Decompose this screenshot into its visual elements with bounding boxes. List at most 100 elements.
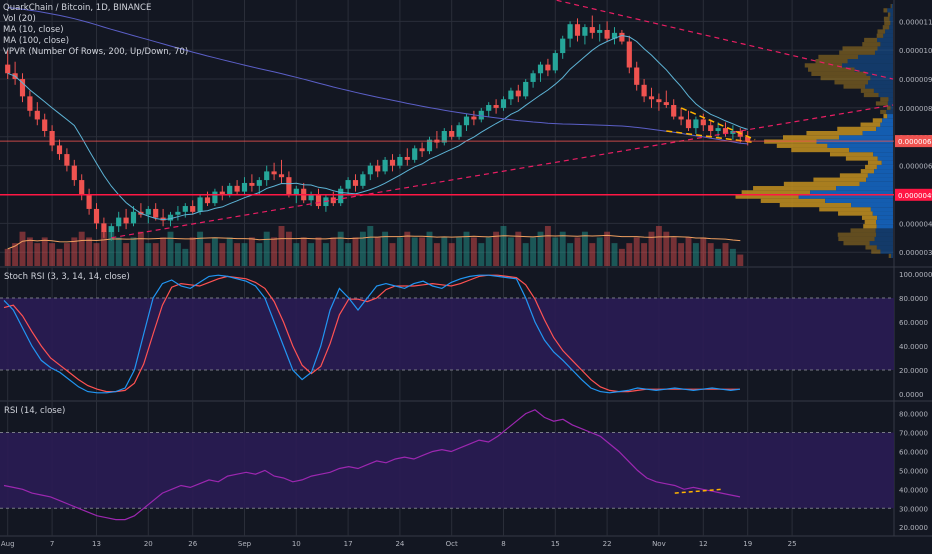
vpvr-bar-down <box>783 181 860 187</box>
rsi-band <box>0 432 894 509</box>
candle-body <box>352 180 359 186</box>
candle-body <box>375 165 381 172</box>
candle-body <box>515 90 521 97</box>
volume-bar <box>145 243 152 266</box>
vpvr-bar-down <box>850 228 876 233</box>
vpvr-bar-down <box>863 92 879 98</box>
vpvr-bar-up <box>887 101 893 106</box>
candle-body <box>552 53 558 71</box>
vpvr-bar-down <box>820 75 871 81</box>
candle-body <box>315 194 322 207</box>
volume-bar <box>204 243 211 266</box>
chart-title[interactable]: QuarkChain / Bitcoin, 1D, BINANCE <box>3 3 152 13</box>
volume-bar <box>507 237 514 266</box>
candle-body <box>227 185 233 195</box>
volume-bar <box>19 231 26 266</box>
candle-body <box>64 154 70 166</box>
volume-bar <box>189 237 196 266</box>
candle-body <box>42 119 48 131</box>
candle-body <box>678 116 684 120</box>
candle-body <box>108 226 114 233</box>
volume-bar <box>574 237 581 266</box>
stoch-title[interactable]: Stoch RSI (3, 3, 14, 14, close) <box>4 272 130 282</box>
vpvr-bar-up <box>854 67 893 72</box>
vpvr-bar-down <box>880 97 889 102</box>
vpvr-bar-down <box>818 54 859 60</box>
volume-bar <box>426 231 433 266</box>
time-tick-label: 13 <box>92 540 101 548</box>
vpvr-bar-up <box>870 75 893 81</box>
time-tick-label: 22 <box>603 540 612 548</box>
volume-bar <box>115 237 122 266</box>
ma10-line <box>7 34 748 221</box>
volume-bar <box>248 237 255 266</box>
support-trendline <box>111 104 894 239</box>
candle-body <box>360 174 366 186</box>
current-price-badge-bg <box>895 135 932 148</box>
volume-bar <box>86 237 93 266</box>
vpvr-bar-up <box>875 228 893 233</box>
time-tick-label: 8 <box>501 540 505 548</box>
candle-body <box>27 96 33 111</box>
vpvr-bar-down <box>875 101 888 106</box>
vpvr-bar-up <box>865 84 893 89</box>
time-tick-label: Aug <box>1 540 15 548</box>
candle-body <box>308 194 314 201</box>
legend-vol[interactable]: Vol (20) <box>3 14 36 24</box>
time-tick-label: 24 <box>395 540 404 548</box>
vpvr-bar-up <box>888 97 893 102</box>
vpvr-bar-down <box>829 152 874 157</box>
vpvr-bar-up <box>858 54 893 60</box>
volume-bar <box>626 243 633 266</box>
vpvr-bar-up <box>876 232 893 237</box>
time-tick-label: 7 <box>50 540 54 548</box>
vpvr-bar-down <box>815 59 848 64</box>
candle-body <box>663 102 669 106</box>
candle-body <box>545 64 551 71</box>
volume-bar <box>345 243 352 266</box>
legend-ma10[interactable]: MA (10, close) <box>3 25 64 35</box>
candle-body <box>338 188 344 204</box>
vpvr-bar-down <box>779 202 852 208</box>
vpvr-bar-down <box>839 173 868 178</box>
legend-ma100[interactable]: MA (100, close) <box>3 36 70 46</box>
volume-bar <box>330 237 337 266</box>
volume-bars <box>4 226 744 266</box>
price-tick-label: 0.00001000 <box>899 47 932 55</box>
vpvr-bar-up <box>870 207 893 212</box>
time-tick-label: 25 <box>788 540 797 548</box>
vpvr-bar-down <box>860 122 881 127</box>
candle-body <box>212 191 218 204</box>
vpvr-bar-up <box>866 177 893 182</box>
vpvr-bar-down <box>884 20 891 26</box>
vpvr-bar-down <box>890 4 892 9</box>
volume-bar <box>544 226 551 266</box>
volume-bar <box>552 237 559 266</box>
vpvr-bar-down <box>867 160 882 165</box>
price-tick-label: 0.00001100 <box>899 18 932 26</box>
volume-bar <box>56 248 63 266</box>
candle-body <box>204 197 211 204</box>
volume-bar <box>478 243 485 266</box>
vpvr-bar-down <box>876 33 884 38</box>
time-tick-label: Oct <box>446 540 458 548</box>
rsi-title[interactable]: RSI (14, close) <box>4 406 66 416</box>
overlays <box>0 0 894 239</box>
volume-bar <box>71 237 78 266</box>
candle-body <box>145 208 151 215</box>
price-tick-label: 0.00000600 <box>899 163 932 171</box>
volume-bar <box>182 248 189 266</box>
vpvr-bar-down <box>864 219 877 225</box>
volume-bar <box>463 231 470 266</box>
volume-bar <box>285 231 292 266</box>
legend-vpvr[interactable]: VPVR (Number Of Rows, 200, Up/Down, 70) <box>3 47 189 57</box>
volume-bar <box>396 237 403 266</box>
vpvr-bar-down <box>837 232 877 237</box>
stoch-rsi-pane: 100.0000 80.0000 60.0000 40.0000 20.0000 0.00… <box>0 271 932 399</box>
volume-bar <box>448 243 455 266</box>
stoch-k-line <box>3 274 741 394</box>
volume-bar <box>12 243 19 266</box>
vpvr-bar-down <box>888 253 892 258</box>
